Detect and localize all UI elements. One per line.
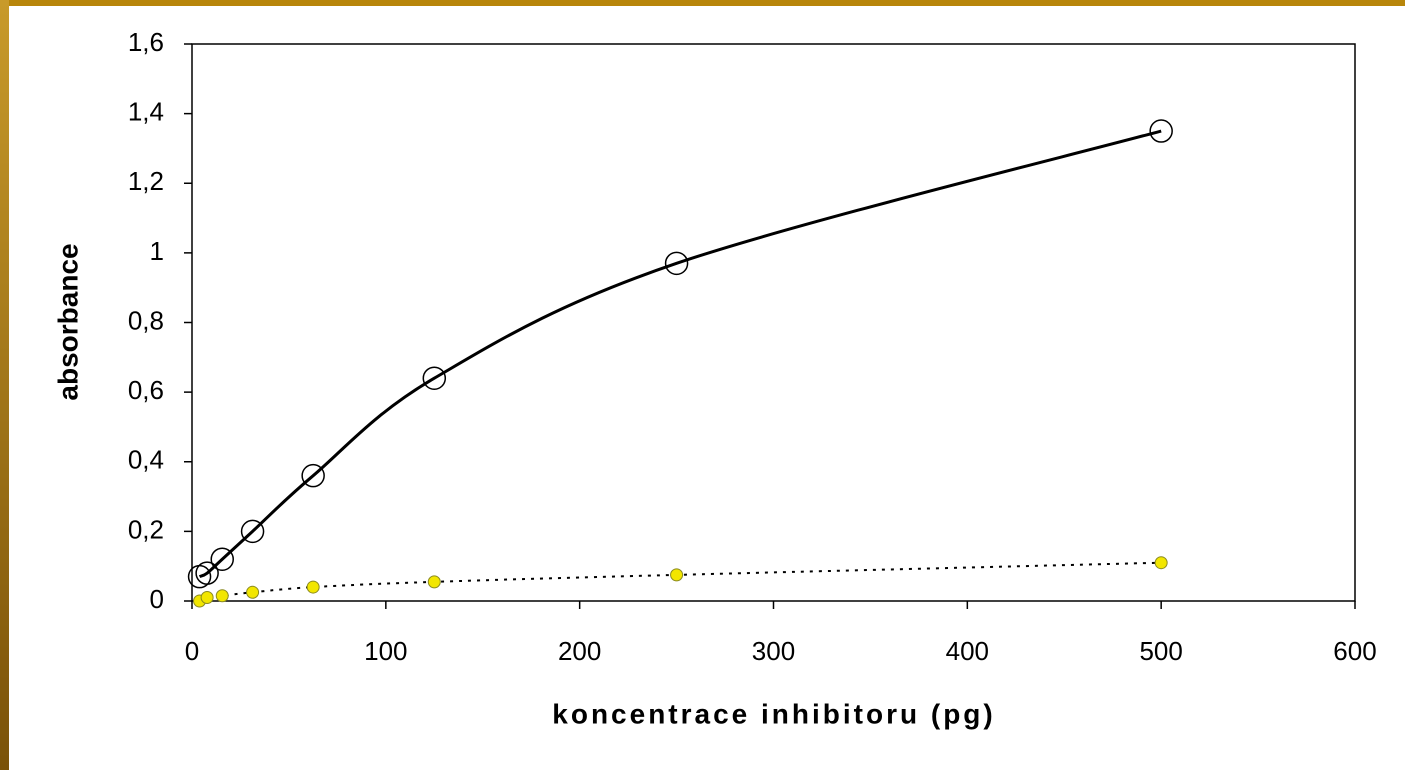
data-point — [246, 585, 260, 599]
y-tick-label: 1,2 — [128, 166, 164, 196]
top-border — [0, 0, 1405, 6]
data-point — [240, 519, 265, 544]
y-tick-label: 1,4 — [128, 97, 164, 127]
data-point — [215, 589, 229, 603]
data-point — [664, 251, 689, 276]
x-tick-label: 300 — [752, 636, 795, 666]
x-tick-label: 0 — [185, 636, 199, 666]
y-axis-label: absorbance — [52, 243, 83, 400]
x-tick-label: 600 — [1333, 636, 1376, 666]
data-point — [306, 580, 320, 594]
x-axis-label: koncentrace inhibitoru (pg) — [552, 698, 995, 729]
data-point — [200, 591, 214, 605]
x-tick-label: 100 — [364, 636, 407, 666]
y-tick-label: 0,2 — [128, 514, 164, 544]
left-border — [0, 0, 9, 770]
y-tick-label: 0 — [150, 584, 164, 614]
data-point — [670, 568, 684, 582]
data-point — [301, 463, 325, 488]
data-point — [1154, 556, 1168, 570]
series-line — [198, 129, 1162, 579]
y-tick-label: 0,4 — [128, 445, 164, 475]
data-point — [210, 547, 234, 571]
x-tick-label: 200 — [558, 636, 601, 666]
data-point — [195, 561, 219, 585]
y-tick-label: 0,6 — [128, 375, 164, 405]
y-tick-label: 1,6 — [128, 27, 164, 57]
y-tick-label: 0,8 — [128, 305, 164, 335]
x-tick-label: 400 — [946, 636, 989, 666]
data-point — [422, 366, 447, 390]
x-tick-label: 500 — [1139, 636, 1182, 666]
y-tick-label: 1 — [150, 236, 164, 266]
data-point — [1149, 119, 1173, 143]
data-point — [427, 575, 441, 589]
